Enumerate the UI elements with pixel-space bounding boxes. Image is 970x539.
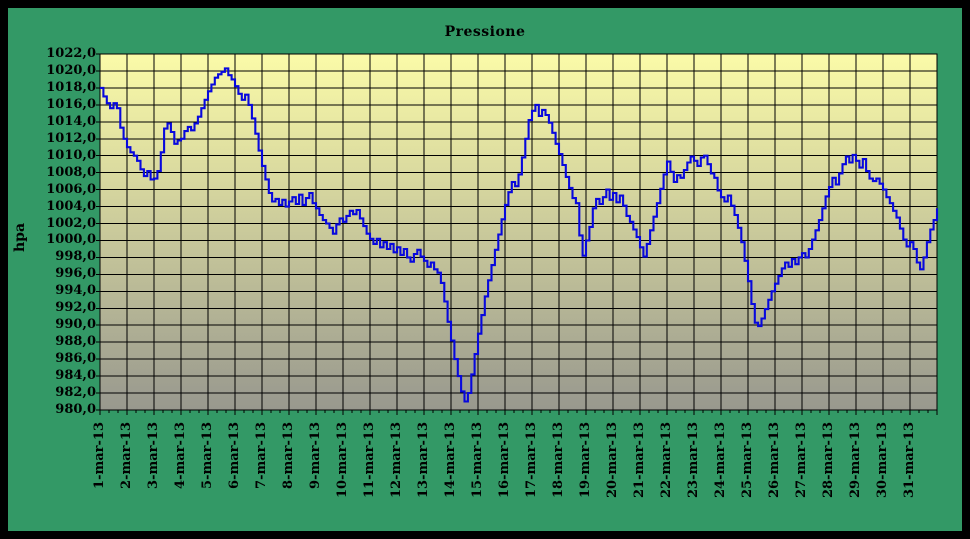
x-tick-label: 31-mar-13 bbox=[902, 422, 917, 499]
chart-title: Pressione bbox=[444, 24, 526, 40]
x-tick-label: 24-mar-13 bbox=[713, 422, 728, 499]
x-tick-label: 8-mar-13 bbox=[281, 422, 296, 489]
pressure-line-series bbox=[100, 67, 939, 403]
x-tick-label: 25-mar-13 bbox=[740, 422, 755, 499]
y-tick-label: 1018,0 bbox=[46, 79, 96, 95]
y-tick-label: 1004,0 bbox=[46, 198, 96, 214]
y-tick-label: 1008,0 bbox=[46, 164, 96, 180]
x-tick-label: 30-mar-13 bbox=[875, 422, 890, 499]
y-tick-label: 980,0 bbox=[55, 402, 96, 417]
x-tick-label: 16-mar-13 bbox=[497, 422, 512, 499]
x-tick-label: 18-mar-13 bbox=[551, 422, 566, 499]
x-tick-label: 17-mar-13 bbox=[524, 422, 539, 499]
y-tick-label: 988,0 bbox=[55, 334, 96, 350]
x-tick-label: 13-mar-13 bbox=[416, 422, 431, 499]
y-tick-label: 1014,0 bbox=[46, 113, 96, 129]
y-tick-label: 998,0 bbox=[55, 249, 96, 265]
gridlines bbox=[100, 54, 937, 410]
y-tick-label: 994,0 bbox=[55, 283, 96, 299]
y-tick-label: 1010,0 bbox=[46, 147, 96, 163]
x-tick-label: 11-mar-13 bbox=[362, 422, 377, 499]
plot-canvas bbox=[96, 53, 939, 415]
y-tick-label: 1002,0 bbox=[46, 215, 96, 231]
x-tick-label: 5-mar-13 bbox=[200, 422, 215, 489]
axis-ticks bbox=[96, 53, 938, 415]
y-tick-label: 996,0 bbox=[55, 266, 96, 282]
x-tick-label: 3-mar-13 bbox=[146, 422, 161, 489]
y-tick-label: 1012,0 bbox=[46, 130, 96, 146]
x-tick-label: 9-mar-13 bbox=[308, 422, 323, 489]
plot-background bbox=[100, 54, 937, 410]
x-tick-label: 26-mar-13 bbox=[767, 422, 782, 499]
y-tick-label: 992,0 bbox=[55, 300, 96, 316]
plot-area bbox=[96, 53, 939, 415]
x-tick-label: 29-mar-13 bbox=[848, 422, 863, 499]
x-tick-label: 7-mar-13 bbox=[254, 422, 269, 489]
x-tick-label: 27-mar-13 bbox=[794, 422, 809, 499]
chart-background: Pressione hpa 1022,0 1020,0 1018,0 1016,0 10… bbox=[8, 8, 962, 531]
y-tick-label: 1022,0 bbox=[46, 46, 96, 61]
x-tick-label: 23-mar-13 bbox=[686, 422, 701, 499]
x-tick-label: 2-mar-13 bbox=[119, 422, 134, 489]
y-tick-label: 982,0 bbox=[55, 385, 96, 401]
x-tick-label: 1-mar-13 bbox=[92, 422, 107, 489]
x-tick-label: 20-mar-13 bbox=[605, 422, 620, 499]
y-tick-label: 986,0 bbox=[55, 351, 96, 367]
x-tick-label: 10-mar-13 bbox=[335, 422, 350, 499]
x-tick-label: 28-mar-13 bbox=[821, 422, 836, 499]
y-tick-label: 1000,0 bbox=[46, 232, 96, 248]
x-tick-label: 19-mar-13 bbox=[578, 422, 593, 499]
x-tick-label: 22-mar-13 bbox=[659, 422, 674, 499]
x-tick-label: 21-mar-13 bbox=[632, 422, 647, 499]
x-tick-label: 6-mar-13 bbox=[227, 422, 242, 489]
y-tick-label: 1006,0 bbox=[46, 181, 96, 197]
x-tick-label: 14-mar-13 bbox=[443, 422, 458, 499]
x-tick-label: 12-mar-13 bbox=[389, 422, 404, 499]
y-tick-label: 1016,0 bbox=[46, 96, 96, 112]
y-tick-label: 984,0 bbox=[55, 368, 96, 384]
x-tick-label: 4-mar-13 bbox=[173, 422, 188, 489]
x-tick-label: 15-mar-13 bbox=[470, 422, 485, 499]
plot-frame bbox=[99, 53, 938, 411]
y-tick-label: 990,0 bbox=[55, 317, 96, 333]
y-tick-label: 1020,0 bbox=[46, 62, 96, 78]
